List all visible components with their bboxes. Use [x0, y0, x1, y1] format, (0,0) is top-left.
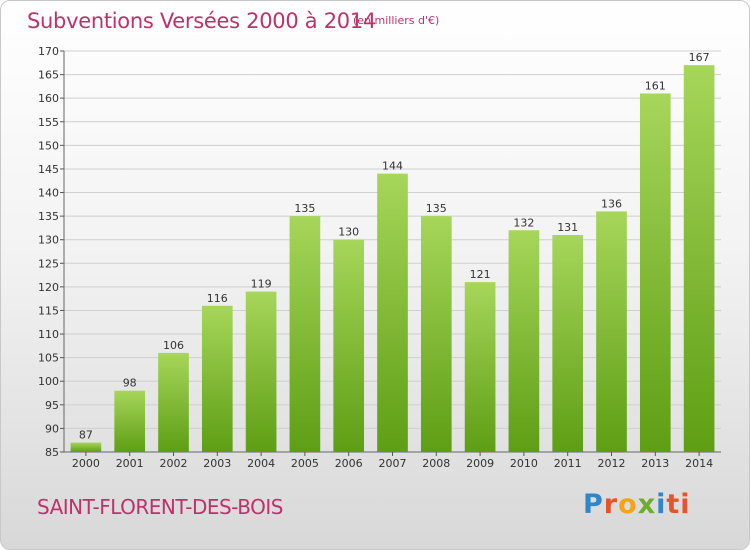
value-label: 135: [294, 202, 315, 215]
bar-2002: [158, 352, 189, 452]
bar-2001: [114, 390, 146, 452]
commune-name: SAINT-FLORENT-DES-BOIS: [37, 495, 283, 519]
logo-letter: x: [637, 489, 657, 520]
x-tick-label: 2007: [379, 457, 407, 470]
y-tick-label: 115: [38, 304, 59, 317]
value-label: 87: [79, 429, 93, 442]
y-tick-label: 140: [38, 187, 59, 200]
bar-2007: [377, 173, 408, 453]
logo-letter: r: [603, 489, 619, 520]
bar-2008: [420, 216, 452, 452]
chart-title: Subventions Versées 2000 à 2014: [27, 9, 376, 33]
value-label: 136: [601, 197, 622, 210]
x-tick-label: 2001: [116, 457, 144, 470]
value-label: 130: [338, 226, 359, 239]
x-tick-label: 2012: [598, 457, 626, 470]
bar-2010: [508, 230, 540, 452]
y-tick-label: 85: [45, 446, 59, 459]
value-label: 167: [689, 51, 710, 64]
x-tick-label: 2014: [685, 457, 713, 470]
bar-2003: [201, 305, 233, 452]
value-label: 131: [557, 221, 578, 234]
y-tick-label: 155: [38, 116, 59, 129]
y-tick-label: 95: [45, 399, 59, 412]
y-tick-label: 145: [38, 163, 59, 176]
y-tick-label: 100: [38, 375, 59, 388]
value-label: 106: [163, 339, 184, 352]
x-tick-label: 2008: [422, 457, 450, 470]
value-label: 132: [513, 216, 534, 229]
y-tick-label: 130: [38, 234, 59, 247]
value-label: 116: [207, 292, 228, 305]
bar-2009: [464, 282, 496, 452]
bar-2005: [289, 216, 321, 452]
proxiti-logo: Proxiti: [583, 489, 691, 520]
logo-letter: o: [618, 489, 638, 520]
y-tick-label: 150: [38, 139, 59, 152]
chart-unit: (en milliers d'€): [353, 14, 440, 27]
x-tick-label: 2013: [641, 457, 669, 470]
bar-2006: [333, 239, 365, 452]
x-tick-label: 2011: [554, 457, 582, 470]
value-label: 119: [251, 278, 272, 291]
y-tick-label: 110: [38, 328, 59, 341]
y-tick-label: 165: [38, 69, 59, 82]
y-tick-label: 120: [38, 281, 59, 294]
x-tick-label: 2005: [291, 457, 319, 470]
x-tick-label: 2009: [466, 457, 494, 470]
value-label: 98: [123, 377, 137, 390]
y-tick-label: 160: [38, 92, 59, 105]
labels: 85 90 95 100 105 110 115 120 125 130 135 140 145 150 1…: [38, 45, 713, 470]
value-label: 144: [382, 160, 403, 173]
logo-letter: i: [656, 489, 667, 520]
x-tick-label: 2006: [335, 457, 363, 470]
x-tick-label: 2004: [247, 457, 275, 470]
value-label: 135: [426, 202, 447, 215]
y-tick-label: 105: [38, 352, 59, 365]
bar-2011: [552, 234, 584, 452]
value-label: 121: [470, 268, 491, 281]
bar-2004: [245, 291, 277, 452]
bar-2000: [70, 442, 102, 452]
bar-2013: [639, 93, 671, 452]
bar-2012: [596, 211, 627, 452]
y-tick-label: 170: [38, 45, 59, 58]
logo-letter: ti: [666, 489, 691, 520]
logo-letter: P: [583, 489, 604, 520]
x-tick-label: 2000: [72, 457, 100, 470]
y-tick-label: 125: [38, 257, 59, 270]
y-tick-label: 135: [38, 210, 59, 223]
value-label: 161: [645, 79, 666, 92]
x-tick-label: 2010: [510, 457, 538, 470]
x-tick-label: 2003: [203, 457, 231, 470]
bars: [70, 65, 715, 453]
bar-2014: [683, 65, 715, 452]
x-tick-label: 2002: [160, 457, 188, 470]
y-tick-label: 90: [45, 422, 59, 435]
